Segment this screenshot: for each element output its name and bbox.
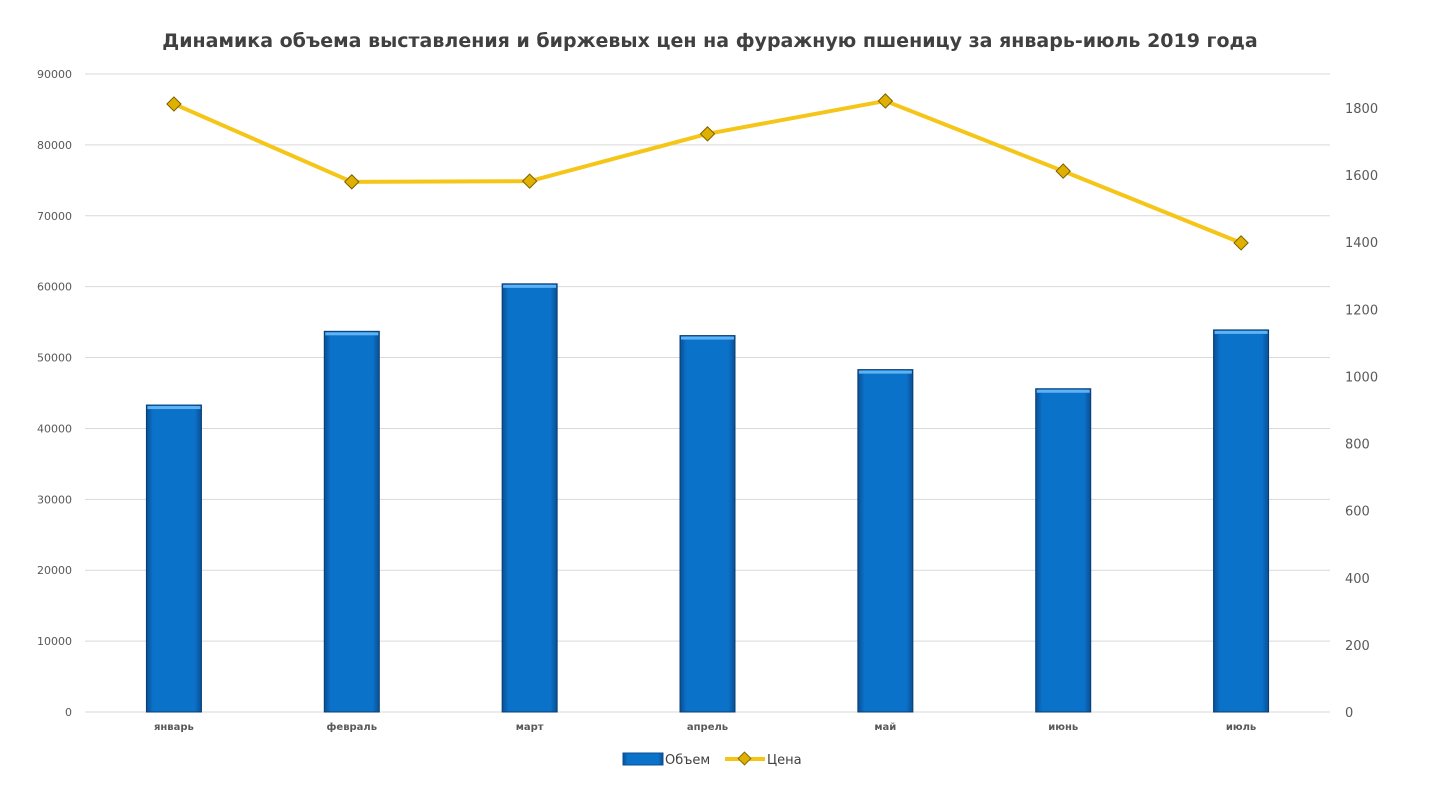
bar-top-highlight bbox=[1214, 330, 1268, 334]
y-right-tick-label: 1200 bbox=[1345, 303, 1378, 318]
bar-volume bbox=[679, 335, 736, 713]
bar-volume bbox=[501, 283, 558, 713]
point-price bbox=[1055, 163, 1071, 179]
y-left-tick-label: 10000 bbox=[37, 635, 72, 648]
bar-volume bbox=[1213, 329, 1270, 713]
y-left-tick-label: 50000 bbox=[37, 352, 72, 365]
y-left-tick-label: 80000 bbox=[37, 139, 72, 152]
x-tick-label: май bbox=[874, 722, 896, 733]
y-right-tick-label: 1400 bbox=[1345, 236, 1378, 251]
bar-volume bbox=[145, 404, 202, 713]
y-right-tick-label: 600 bbox=[1345, 505, 1370, 520]
x-tick-label: январь bbox=[154, 722, 194, 733]
bar-volume bbox=[323, 330, 380, 713]
point-price bbox=[344, 174, 360, 190]
point-price bbox=[877, 93, 894, 109]
y-right-tick-label: 1800 bbox=[1345, 102, 1378, 117]
y-right-tick-label: 200 bbox=[1345, 639, 1370, 654]
y-left-tick-label: 30000 bbox=[37, 493, 72, 506]
y-left-tick-label: 40000 bbox=[37, 422, 72, 435]
point-price bbox=[1233, 235, 1249, 251]
legend-swatch-volume bbox=[622, 752, 664, 766]
bar-volume bbox=[857, 369, 914, 713]
point-price bbox=[699, 126, 716, 142]
point-price bbox=[521, 173, 538, 189]
bar-top-highlight bbox=[325, 332, 379, 336]
legend-label-volume: Объем bbox=[665, 753, 710, 768]
x-tick-label: апрель bbox=[687, 722, 728, 733]
y-right-tick-label: 1000 bbox=[1345, 370, 1378, 385]
bar-volume bbox=[1035, 388, 1092, 713]
y-left-tick-label: 70000 bbox=[37, 210, 72, 223]
bar-top-highlight bbox=[681, 336, 734, 340]
point-price bbox=[166, 96, 182, 112]
bar-top-highlight bbox=[858, 370, 912, 374]
y-right-tick-label: 800 bbox=[1345, 438, 1370, 453]
y-left-tick-label: 90000 bbox=[37, 68, 72, 81]
x-tick-label: февраль bbox=[326, 721, 377, 733]
y-right-tick-label: 400 bbox=[1345, 572, 1370, 587]
y-right-tick-label: 1600 bbox=[1345, 169, 1378, 184]
line-price bbox=[173, 98, 1242, 245]
x-tick-label: июль bbox=[1226, 722, 1256, 733]
bar-top-highlight bbox=[147, 406, 201, 410]
y-left-tick-label: 20000 bbox=[37, 564, 72, 577]
bar-top-highlight bbox=[503, 284, 557, 288]
x-tick-label: июнь bbox=[1048, 722, 1078, 733]
y-left-tick-label: 60000 bbox=[37, 281, 72, 294]
y-left-tick-label: 0 bbox=[65, 706, 72, 719]
y-right-tick-label: 0 bbox=[1345, 706, 1353, 721]
legend: Объем Цена bbox=[622, 751, 802, 768]
x-tick-label: март bbox=[516, 722, 544, 733]
legend-label-price: Цена bbox=[767, 753, 802, 768]
legend-marker-price bbox=[737, 751, 752, 766]
chart-title: Динамика объема выставления и биржевых ц… bbox=[162, 30, 1257, 52]
bar-top-highlight bbox=[1036, 389, 1090, 393]
